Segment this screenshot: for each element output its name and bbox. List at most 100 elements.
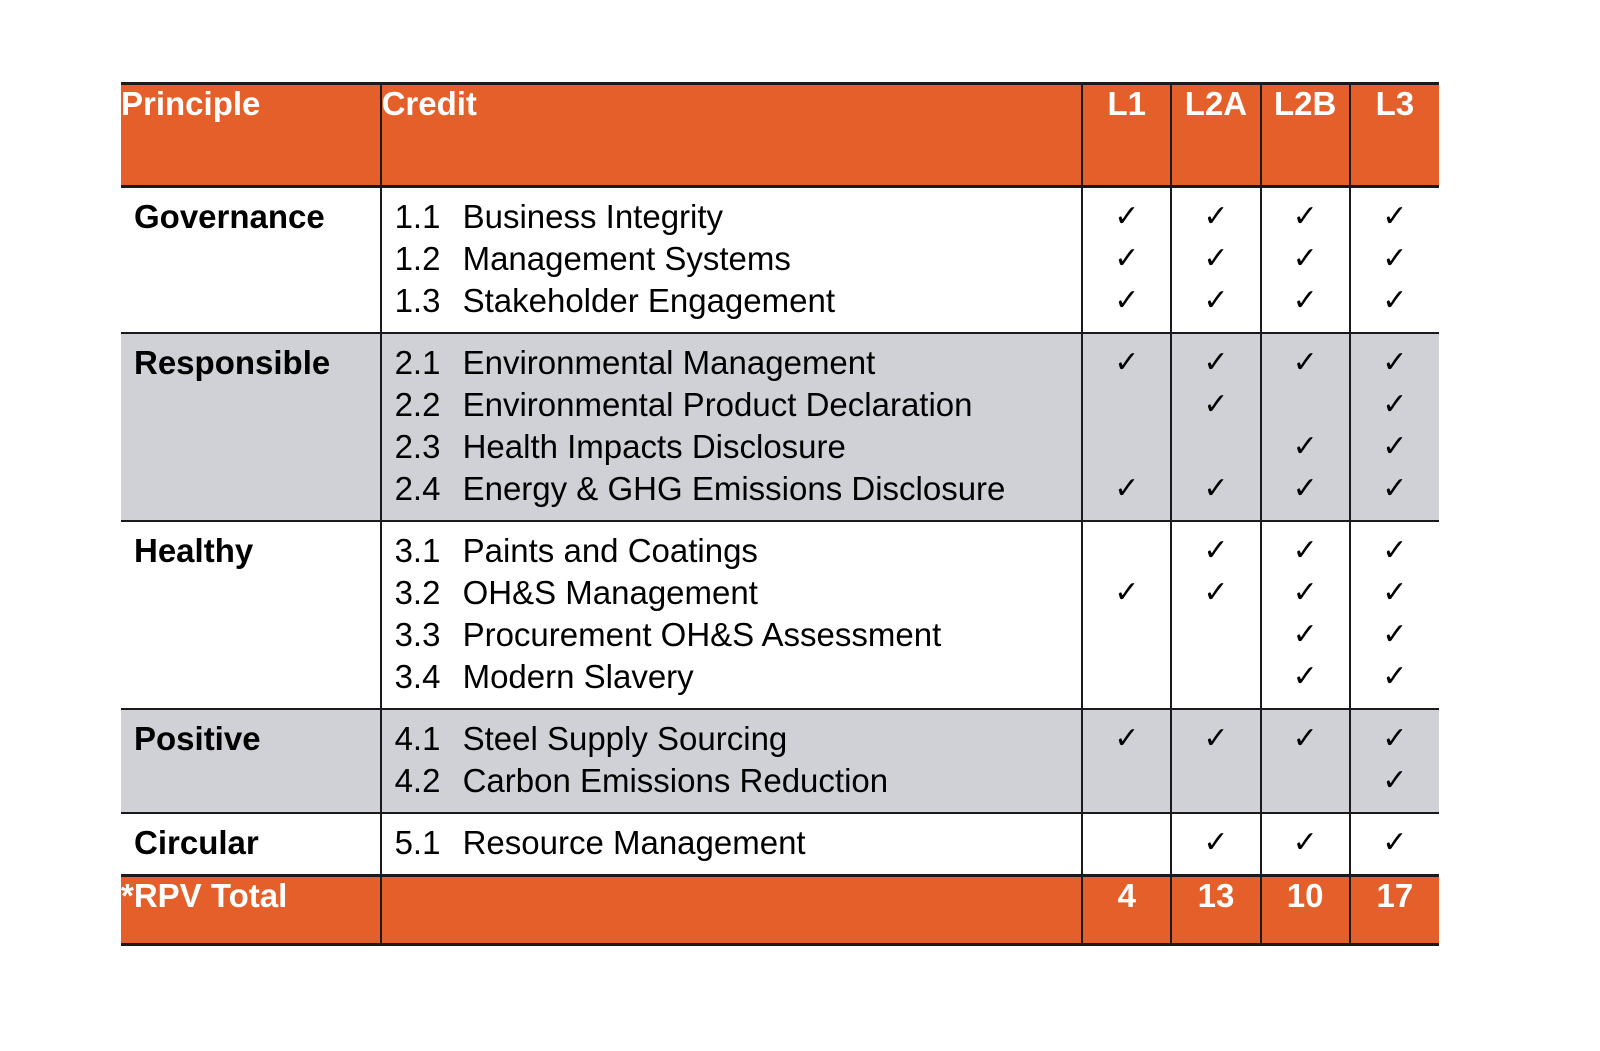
check-icon: ✓ (1382, 533, 1408, 568)
credit-name: Stakeholder Engagement (462, 282, 836, 319)
level-l2b-checks: ✓ ✓ ✓ ✓ (1259, 521, 1350, 710)
principle-group: Healthy 3.1 Paints and Coatings 3.2 OH&S Man… (121, 521, 1439, 710)
level-l2b-checks: ✓ (1259, 709, 1350, 814)
credit-number: 3.4 (394, 658, 441, 695)
credit-item: 2.2 Environmental Product Declaration (395, 384, 1082, 426)
empty-check-slot (1083, 426, 1170, 468)
check-icon: ✓ (1292, 617, 1318, 652)
level-l2a-checks: ✓ ✓ ✓ (1170, 333, 1261, 522)
credit-item: 5.1 Resource Management (395, 822, 1082, 864)
level-l1-checks: ✓ ✓ (1081, 333, 1172, 522)
check-icon: ✓ (1114, 283, 1140, 318)
header-principle: Principle (121, 82, 381, 188)
check-icon: ✓ (1292, 283, 1318, 318)
check-icon: ✓ (1292, 241, 1318, 276)
check-icon: ✓ (1203, 283, 1229, 318)
check-icon: ✓ (1382, 345, 1408, 380)
check-icon: ✓ (1382, 199, 1408, 234)
total-l1: 4 (1081, 874, 1172, 946)
check-icon: ✓ (1382, 617, 1408, 652)
check-icon: ✓ (1292, 429, 1318, 464)
header-level-l2a: L2A (1170, 82, 1261, 188)
credit-name: Modern Slavery (462, 658, 694, 695)
check-icon: ✓ (1203, 199, 1229, 234)
principle-group: Responsible 2.1 Environmental Management 2.… (121, 333, 1439, 522)
principle-name: Positive (121, 709, 381, 814)
check-icon: ✓ (1203, 241, 1229, 276)
level-l2a-checks: ✓ (1170, 709, 1261, 814)
credit-number: 2.3 (394, 428, 441, 465)
credit-item: 2.3 Health Impacts Disclosure (395, 426, 1082, 468)
credit-item: 4.2 Carbon Emissions Reduction (395, 760, 1082, 802)
credit-name: Paints and Coatings (462, 532, 758, 569)
credit-item: 3.2 OH&S Management (395, 572, 1082, 614)
credit-item: 3.4 Modern Slavery (395, 656, 1082, 698)
principle-name: Responsible (121, 333, 381, 522)
level-l3-checks: ✓ (1348, 813, 1439, 877)
credit-name: Energy & GHG Emissions Disclosure (462, 470, 1006, 507)
check-icon: ✓ (1292, 345, 1318, 380)
table-body: Governance 1.1 Business Integrity 1.2 Manage… (121, 186, 1439, 877)
check-icon: ✓ (1114, 199, 1140, 234)
check-icon: ✓ (1382, 659, 1408, 694)
total-l2a: 13 (1170, 874, 1261, 946)
check-icon: ✓ (1292, 659, 1318, 694)
principle-name: Circular (121, 813, 381, 877)
level-l2a-checks: ✓ ✓ (1170, 521, 1261, 710)
credit-number: 2.1 (394, 344, 441, 381)
level-l1-checks (1081, 813, 1172, 877)
credit-name: Procurement OH&S Assessment (462, 616, 942, 653)
empty-check-slot (1083, 656, 1170, 698)
check-icon: ✓ (1382, 471, 1408, 506)
check-icon: ✓ (1203, 721, 1229, 756)
level-l1-checks: ✓ (1081, 521, 1172, 710)
check-icon: ✓ (1292, 721, 1318, 756)
empty-check-slot (1083, 822, 1170, 864)
credit-number: 4.2 (394, 762, 441, 799)
credit-item: 1.2 Management Systems (395, 238, 1082, 280)
check-icon: ✓ (1292, 533, 1318, 568)
header-level-l3: L3 (1348, 82, 1439, 188)
level-l2b-checks: ✓ ✓ ✓ (1259, 186, 1350, 334)
empty-check-slot (1083, 384, 1170, 426)
check-icon: ✓ (1382, 763, 1408, 798)
empty-check-slot (1172, 760, 1259, 802)
check-icon: ✓ (1114, 721, 1140, 756)
check-icon: ✓ (1382, 575, 1408, 610)
check-icon: ✓ (1114, 575, 1140, 610)
credit-name: Steel Supply Sourcing (462, 720, 788, 757)
level-l3-checks: ✓ ✓ ✓ ✓ (1348, 333, 1439, 522)
total-spacer (379, 874, 1083, 946)
level-l3-checks: ✓ ✓ (1348, 709, 1439, 814)
credit-name: Health Impacts Disclosure (462, 428, 846, 465)
credit-number: 1.1 (394, 198, 441, 235)
empty-check-slot (1172, 656, 1259, 698)
credits-table: Principle Credit L1 L2A L2B L3 Governanc… (121, 82, 1439, 946)
empty-check-slot (1172, 614, 1259, 656)
credit-number: 3.2 (394, 574, 441, 611)
principle-name: Healthy (121, 521, 381, 710)
level-l3-checks: ✓ ✓ ✓ ✓ (1348, 521, 1439, 710)
header-level-l2b: L2B (1259, 82, 1350, 188)
credit-list: 1.1 Business Integrity 1.2 Management Syste… (379, 186, 1083, 334)
total-label: *RPV Total (121, 874, 381, 946)
credit-number: 2.2 (394, 386, 441, 423)
credit-list: 3.1 Paints and Coatings 3.2 OH&S Management… (379, 521, 1083, 710)
credit-item: 2.1 Environmental Management (395, 342, 1082, 384)
principle-group: Governance 1.1 Business Integrity 1.2 Manage… (121, 186, 1439, 334)
empty-check-slot (1083, 614, 1170, 656)
check-icon: ✓ (1114, 471, 1140, 506)
level-l2b-checks: ✓ ✓ ✓ (1259, 333, 1350, 522)
check-icon: ✓ (1292, 199, 1318, 234)
level-l1-checks: ✓ (1081, 709, 1172, 814)
check-icon: ✓ (1203, 471, 1229, 506)
header-level-l1: L1 (1081, 82, 1172, 188)
empty-check-slot (1083, 760, 1170, 802)
credit-number: 1.2 (394, 240, 441, 277)
check-icon: ✓ (1203, 575, 1229, 610)
credit-item: 1.3 Stakeholder Engagement (395, 280, 1082, 322)
check-icon: ✓ (1382, 721, 1408, 756)
credit-number: 2.4 (394, 470, 441, 507)
credit-number: 3.3 (394, 616, 441, 653)
level-l1-checks: ✓ ✓ ✓ (1081, 186, 1172, 334)
